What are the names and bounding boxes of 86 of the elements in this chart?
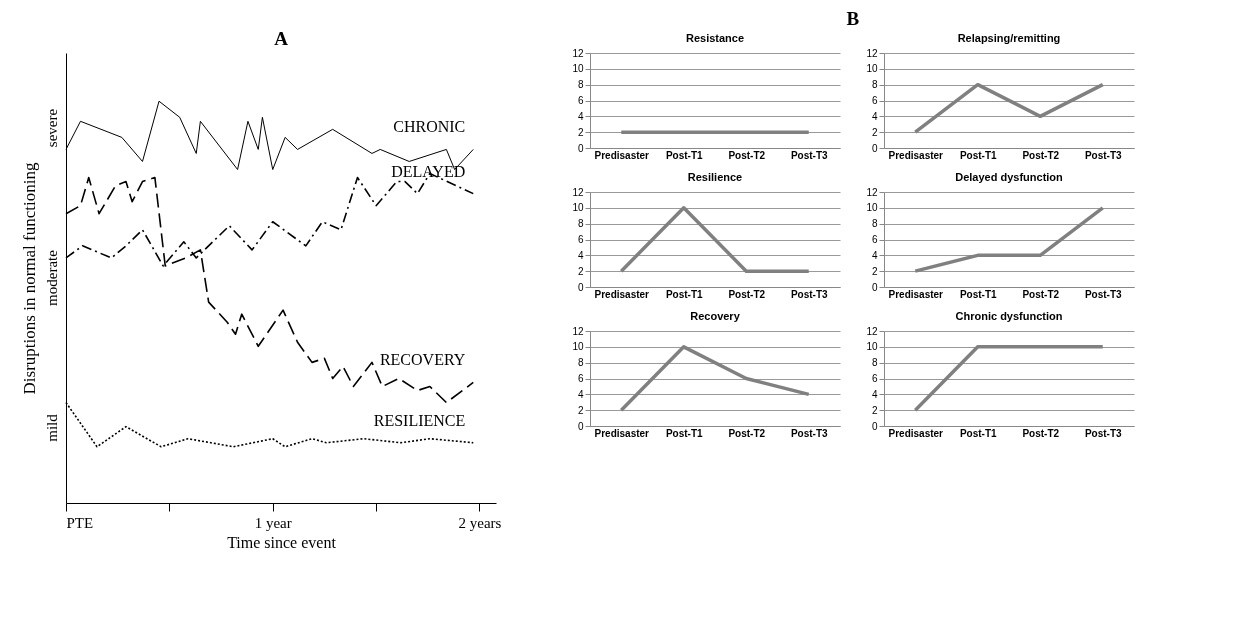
- y-tick-label: 2: [577, 265, 584, 277]
- x-tick-label: Predisaster: [594, 288, 650, 300]
- y-tick-label: 0: [577, 142, 584, 154]
- y-tick-label: 6: [577, 95, 584, 106]
- y-tick-label: 4: [871, 249, 878, 261]
- y-tick-label: 2: [577, 126, 584, 138]
- y-tick-label: 8: [577, 357, 584, 369]
- x-tick-label: Predisaster: [888, 427, 944, 439]
- x-tick-label: Post-T3: [1084, 149, 1123, 161]
- text: severe: [44, 108, 60, 148]
- y-tick-label: 12: [866, 47, 878, 59]
- y-tick-label: 10: [866, 202, 878, 214]
- chart-title: Recovery: [690, 310, 741, 322]
- y-tick-label: 12: [866, 186, 878, 198]
- y-tick-label: 6: [871, 95, 878, 106]
- x-tick-label: Post-T1: [959, 149, 998, 161]
- y-tick-label: 0: [577, 281, 584, 293]
- x-tick-label: Post-T1: [665, 288, 704, 300]
- x-tick-label: PTE: [66, 514, 94, 531]
- y-tick-label: 8: [871, 357, 878, 369]
- x-tick-label: Post-T1: [665, 427, 704, 439]
- y-axis-title: Disruptions in normal functioning: [19, 162, 39, 395]
- y-tick-label: 0: [871, 420, 878, 432]
- x-tick-label: Post-T2: [1022, 427, 1060, 439]
- x-tick-label: Predisaster: [888, 149, 944, 161]
- x-tick-label: 1 year: [254, 514, 292, 531]
- x-tick-label: Predisaster: [888, 288, 944, 300]
- chart-title: A: [274, 28, 289, 49]
- x-tick-label: Post-T1: [959, 288, 998, 300]
- text: mild: [44, 413, 60, 442]
- x-tick-label: Post-T2: [728, 288, 766, 300]
- y-tick-label: 10: [866, 341, 878, 353]
- x-tick-label: Post-T2: [728, 149, 766, 161]
- y-tick-label: 12: [572, 47, 584, 59]
- x-axis-title: Time since event: [227, 533, 337, 551]
- x-tick-label: Post-T2: [1022, 149, 1060, 161]
- y-tick-label: 8: [577, 79, 584, 91]
- series-label: DELAYED: [391, 162, 466, 180]
- y-tick-label: 6: [871, 234, 878, 245]
- x-tick-label: Post-T3: [1084, 288, 1123, 300]
- y-tick-label: 8: [577, 218, 584, 230]
- y-tick-label: 2: [871, 126, 878, 138]
- y-tick-label: 12: [866, 325, 878, 337]
- chart-title: Relapsing/remitting: [957, 32, 1061, 44]
- y-tick-label: 10: [572, 63, 584, 75]
- y-tick-label: 2: [577, 404, 584, 416]
- x-tick-label: Predisaster: [594, 427, 650, 439]
- chart-title: Chronic dysfunction: [955, 310, 1063, 322]
- x-tick-label: Predisaster: [594, 149, 650, 161]
- series-label: CHRONIC: [393, 118, 466, 136]
- y-tick-label: 8: [871, 218, 878, 230]
- chart-title: Resistance: [685, 32, 745, 44]
- text: moderate: [44, 249, 60, 306]
- y-tick-label: 0: [577, 420, 584, 432]
- y-tick-label: 6: [577, 373, 584, 384]
- y-tick-label: 4: [871, 388, 878, 400]
- chart-title: Delayed dysfunction: [955, 171, 1064, 183]
- x-tick-label: Post-T3: [790, 427, 829, 439]
- x-tick-label: Post-T3: [790, 149, 829, 161]
- x-tick-label: Post-T2: [728, 427, 766, 439]
- y-tick-label: 2: [871, 265, 878, 277]
- x-tick-label: Post-T2: [1022, 288, 1060, 300]
- y-tick-label: 6: [577, 234, 584, 245]
- x-tick-label: Post-T1: [959, 427, 998, 439]
- y-tick-label: 10: [866, 63, 878, 75]
- y-tick-label: 2: [871, 404, 878, 416]
- x-tick-label: Post-T1: [665, 149, 704, 161]
- y-tick-label: 4: [871, 110, 878, 122]
- y-tick-label: 12: [572, 186, 584, 198]
- y-tick-label: 4: [577, 388, 584, 400]
- y-tick-label: 10: [572, 341, 584, 353]
- y-tick-label: 4: [577, 249, 584, 261]
- series-label: RECOVERY: [379, 351, 466, 369]
- y-tick-label: 0: [871, 142, 878, 154]
- chart-title: Resilience: [687, 171, 743, 183]
- y-tick-label: 6: [871, 373, 878, 384]
- y-tick-label: 8: [871, 79, 878, 91]
- series-label: RESILIENCE: [373, 411, 466, 429]
- y-tick-label: 10: [572, 202, 584, 214]
- x-tick-label: 2 years: [458, 514, 502, 531]
- y-tick-label: 4: [577, 110, 584, 122]
- y-tick-label: 0: [871, 281, 878, 293]
- text: B: [846, 8, 860, 29]
- x-tick-label: Post-T3: [1084, 427, 1123, 439]
- y-tick-label: 12: [572, 325, 584, 337]
- x-tick-label: Post-T3: [790, 288, 829, 300]
